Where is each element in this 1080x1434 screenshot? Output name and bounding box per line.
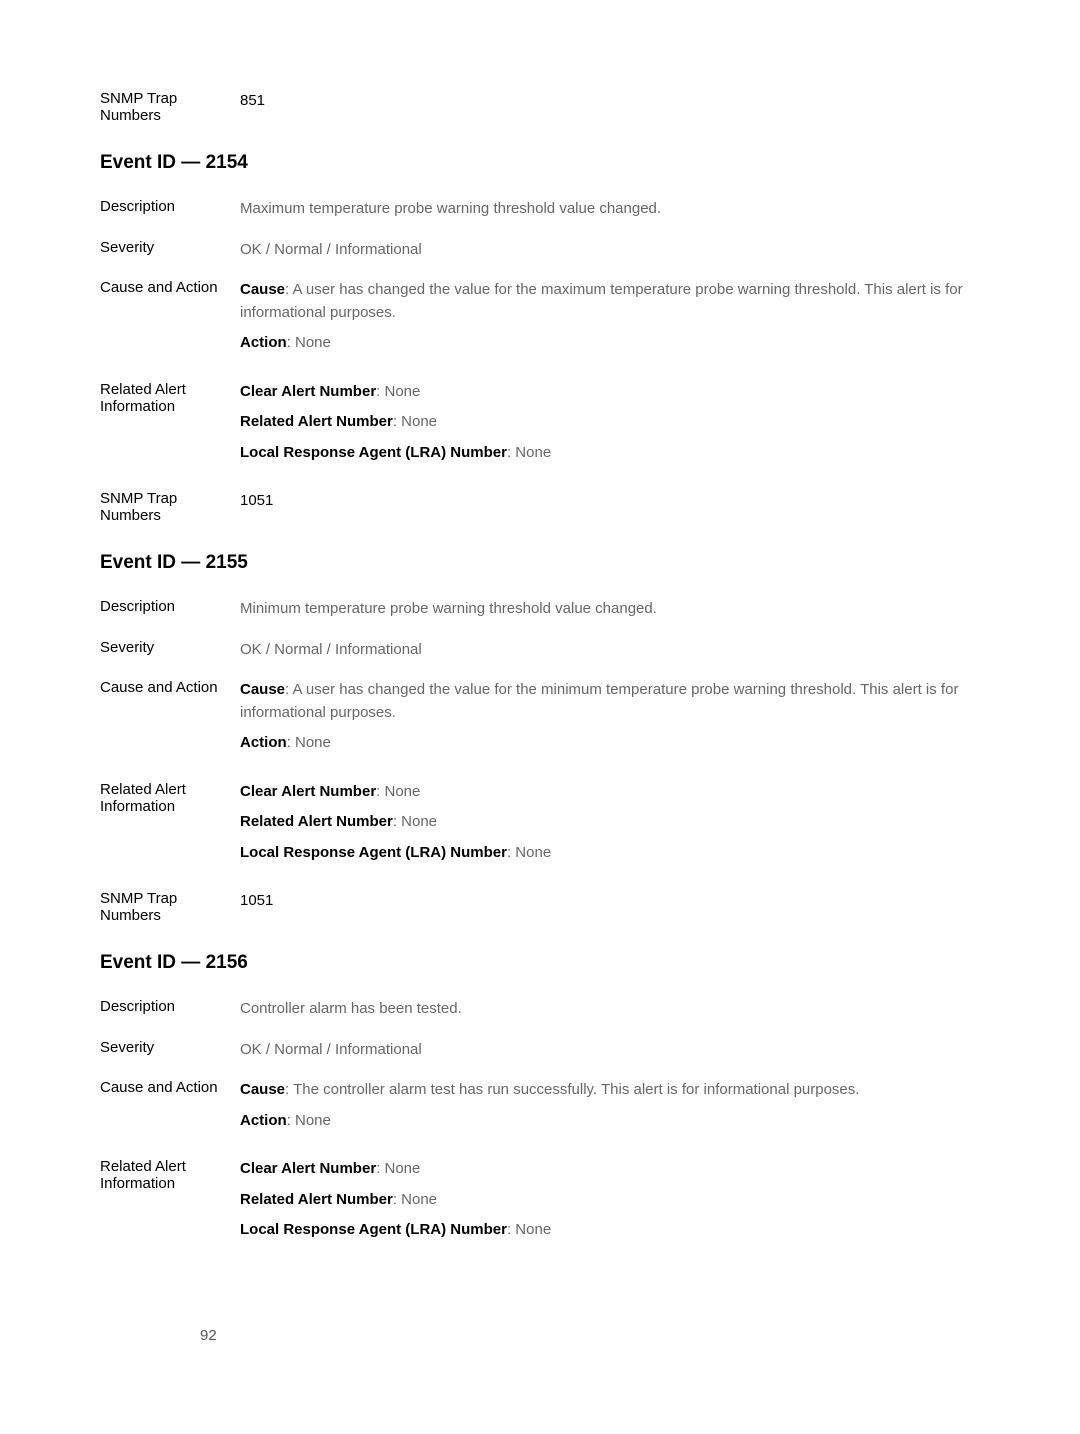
lra-text: : None (507, 844, 551, 861)
cause-action-row: Cause and Action Cause: A user has chang… (100, 679, 980, 763)
description-label: Description (100, 598, 240, 621)
action-bold: Action (240, 1112, 287, 1129)
severity-value: OK / Normal / Informational (240, 239, 980, 262)
related-text: : None (393, 413, 437, 430)
related-bold: Related Alert Number (240, 413, 393, 430)
description-row: Description Maximum temperature probe wa… (100, 198, 980, 221)
related-alert-row: Related Alert Information Clear Alert Nu… (100, 781, 980, 873)
cause-bold: Cause (240, 681, 285, 698)
related-label: Related Alert Information (100, 781, 240, 873)
snmp-trap-row-top: SNMP Trap Numbers 851 (100, 90, 980, 124)
snmp-trap-row: SNMP Trap Numbers 1051 (100, 490, 980, 524)
cause-text: : The controller alarm test has run succ… (285, 1081, 859, 1098)
cause-value: Cause: The controller alarm test has run… (240, 1079, 980, 1140)
description-row: Description Minimum temperature probe wa… (100, 598, 980, 621)
event-title-2156: Event ID — 2156 (100, 952, 980, 974)
action-text: : None (287, 334, 331, 351)
cause-text: : A user has changed the value for the m… (240, 281, 963, 321)
event-title-2155: Event ID — 2155 (100, 552, 980, 574)
cause-bold: Cause (240, 281, 285, 298)
clear-bold: Clear Alert Number (240, 783, 376, 800)
action-text: : None (287, 734, 331, 751)
related-alert-row: Related Alert Information Clear Alert Nu… (100, 1158, 980, 1250)
cause-value: Cause: A user has changed the value for … (240, 679, 980, 763)
clear-bold: Clear Alert Number (240, 383, 376, 400)
cause-action-row: Cause and Action Cause: A user has chang… (100, 279, 980, 363)
related-value: Clear Alert Number: None Related Alert N… (240, 1158, 980, 1250)
description-label: Description (100, 198, 240, 221)
clear-text: : None (376, 1160, 420, 1177)
description-row: Description Controller alarm has been te… (100, 998, 980, 1021)
cause-bold: Cause (240, 1081, 285, 1098)
snmp-value: 1051 (240, 490, 980, 524)
related-text: : None (393, 1191, 437, 1208)
severity-label: Severity (100, 239, 240, 262)
action-text: : None (287, 1112, 331, 1129)
severity-label: Severity (100, 1039, 240, 1062)
severity-row: Severity OK / Normal / Informational (100, 1039, 980, 1062)
severity-row: Severity OK / Normal / Informational (100, 639, 980, 662)
description-value: Minimum temperature probe warning thresh… (240, 598, 980, 621)
snmp-label: SNMP Trap Numbers (100, 890, 240, 924)
related-bold: Related Alert Number (240, 1191, 393, 1208)
lra-bold: Local Response Agent (LRA) Number (240, 444, 507, 461)
lra-bold: Local Response Agent (LRA) Number (240, 844, 507, 861)
related-value: Clear Alert Number: None Related Alert N… (240, 781, 980, 873)
cause-text: : A user has changed the value for the m… (240, 681, 958, 721)
snmp-label: SNMP Trap Numbers (100, 90, 240, 124)
lra-bold: Local Response Agent (LRA) Number (240, 1221, 507, 1238)
severity-value: OK / Normal / Informational (240, 639, 980, 662)
snmp-label: SNMP Trap Numbers (100, 490, 240, 524)
description-value: Controller alarm has been tested. (240, 998, 980, 1021)
clear-text: : None (376, 383, 420, 400)
severity-label: Severity (100, 639, 240, 662)
related-bold: Related Alert Number (240, 813, 393, 830)
snmp-value: 1051 (240, 890, 980, 924)
clear-bold: Clear Alert Number (240, 1160, 376, 1177)
related-alert-row: Related Alert Information Clear Alert Nu… (100, 381, 980, 473)
event-title-2154: Event ID — 2154 (100, 152, 980, 174)
severity-value: OK / Normal / Informational (240, 1039, 980, 1062)
related-value: Clear Alert Number: None Related Alert N… (240, 381, 980, 473)
action-bold: Action (240, 734, 287, 751)
related-text: : None (393, 813, 437, 830)
lra-text: : None (507, 1221, 551, 1238)
page-number: 92 (200, 1327, 217, 1344)
clear-text: : None (376, 783, 420, 800)
cause-value: Cause: A user has changed the value for … (240, 279, 980, 363)
snmp-trap-row: SNMP Trap Numbers 1051 (100, 890, 980, 924)
action-bold: Action (240, 334, 287, 351)
severity-row: Severity OK / Normal / Informational (100, 239, 980, 262)
description-value: Maximum temperature probe warning thresh… (240, 198, 980, 221)
description-label: Description (100, 998, 240, 1021)
cause-label: Cause and Action (100, 1079, 240, 1140)
cause-action-row: Cause and Action Cause: The controller a… (100, 1079, 980, 1140)
related-label: Related Alert Information (100, 1158, 240, 1250)
related-label: Related Alert Information (100, 381, 240, 473)
document-page: { "top": { "snmp_label": "SNMP Trap Numb… (100, 90, 980, 1394)
snmp-value: 851 (240, 90, 980, 124)
cause-label: Cause and Action (100, 679, 240, 763)
cause-label: Cause and Action (100, 279, 240, 363)
lra-text: : None (507, 444, 551, 461)
